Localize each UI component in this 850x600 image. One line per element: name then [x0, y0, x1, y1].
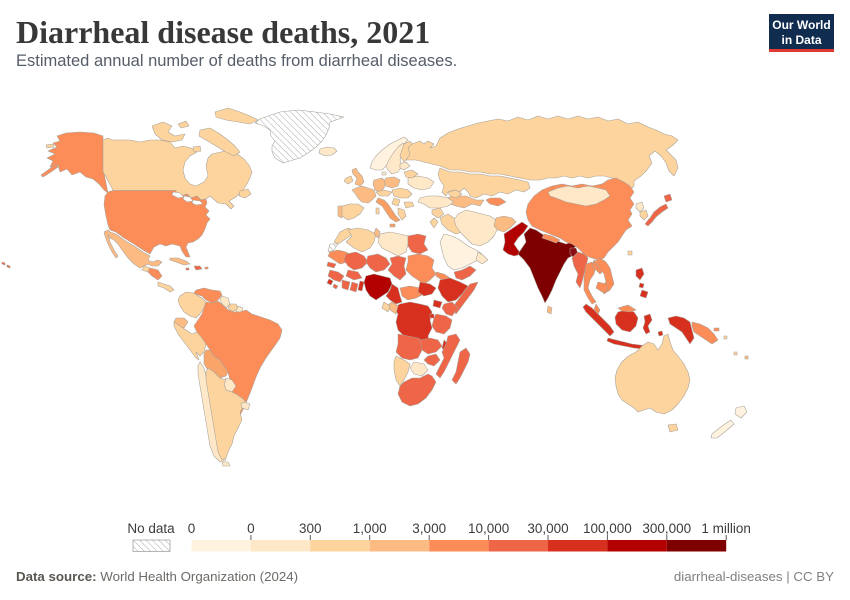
- svg-text:3,000: 3,000: [412, 521, 446, 536]
- svg-text:0: 0: [247, 521, 255, 536]
- svg-text:100,000: 100,000: [583, 521, 632, 536]
- svg-text:300: 300: [299, 521, 322, 536]
- svg-text:1,000: 1,000: [353, 521, 387, 536]
- svg-text:300,000: 300,000: [642, 521, 691, 536]
- svg-text:30,000: 30,000: [527, 521, 568, 536]
- svg-text:No data: No data: [127, 521, 175, 536]
- svg-text:10,000: 10,000: [468, 521, 509, 536]
- svg-text:1 million: 1 million: [701, 521, 751, 536]
- svg-text:0: 0: [188, 521, 196, 536]
